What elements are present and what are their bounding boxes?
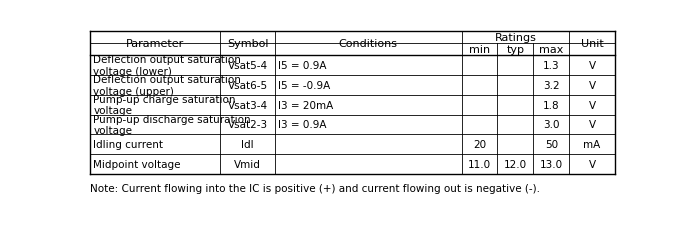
Text: Deflection output saturation
voltage (upper): Deflection output saturation voltage (up… bbox=[94, 75, 242, 96]
Text: Conditions: Conditions bbox=[339, 39, 398, 49]
Text: Deflection output saturation
voltage (lower): Deflection output saturation voltage (lo… bbox=[94, 55, 242, 76]
Text: Midpoint voltage: Midpoint voltage bbox=[94, 160, 181, 169]
Text: 13.0: 13.0 bbox=[540, 160, 563, 169]
Text: Unit: Unit bbox=[581, 39, 603, 49]
Text: Vsat6-5: Vsat6-5 bbox=[228, 81, 267, 90]
Text: min: min bbox=[469, 45, 490, 55]
Text: V: V bbox=[589, 61, 596, 71]
Text: Vsat5-4: Vsat5-4 bbox=[228, 61, 267, 71]
Text: mA: mA bbox=[583, 140, 601, 150]
Text: I3 = 20mA: I3 = 20mA bbox=[278, 100, 333, 110]
Text: Ratings: Ratings bbox=[495, 33, 536, 43]
Text: Vmid: Vmid bbox=[234, 160, 261, 169]
Text: I3 = 0.9A: I3 = 0.9A bbox=[278, 120, 326, 130]
Text: 11.0: 11.0 bbox=[468, 160, 491, 169]
Text: Pump-up discharge saturation
voltage: Pump-up discharge saturation voltage bbox=[94, 114, 251, 136]
Text: 50: 50 bbox=[545, 140, 558, 150]
Text: 20: 20 bbox=[473, 140, 486, 150]
Text: 3.2: 3.2 bbox=[543, 81, 560, 90]
Text: Idl: Idl bbox=[241, 140, 254, 150]
Text: Symbol: Symbol bbox=[227, 39, 268, 49]
Text: Parameter: Parameter bbox=[126, 39, 184, 49]
Text: typ: typ bbox=[506, 45, 524, 55]
Text: Idling current: Idling current bbox=[94, 140, 164, 150]
Text: 12.0: 12.0 bbox=[504, 160, 527, 169]
Text: max: max bbox=[539, 45, 564, 55]
Text: Pump-up charge saturation
voltage: Pump-up charge saturation voltage bbox=[94, 94, 236, 116]
Text: V: V bbox=[589, 81, 596, 90]
Text: V: V bbox=[589, 100, 596, 110]
Text: I5 = -0.9A: I5 = -0.9A bbox=[278, 81, 330, 90]
Text: Vsat2-3: Vsat2-3 bbox=[228, 120, 267, 130]
Text: Note: Current flowing into the IC is positive (+) and current flowing out is neg: Note: Current flowing into the IC is pos… bbox=[90, 183, 540, 193]
Text: Vsat3-4: Vsat3-4 bbox=[228, 100, 267, 110]
Text: I5 = 0.9A: I5 = 0.9A bbox=[278, 61, 326, 71]
Text: V: V bbox=[589, 120, 596, 130]
Text: 1.8: 1.8 bbox=[543, 100, 560, 110]
Text: V: V bbox=[589, 160, 596, 169]
Text: 1.3: 1.3 bbox=[543, 61, 560, 71]
Text: 3.0: 3.0 bbox=[543, 120, 559, 130]
